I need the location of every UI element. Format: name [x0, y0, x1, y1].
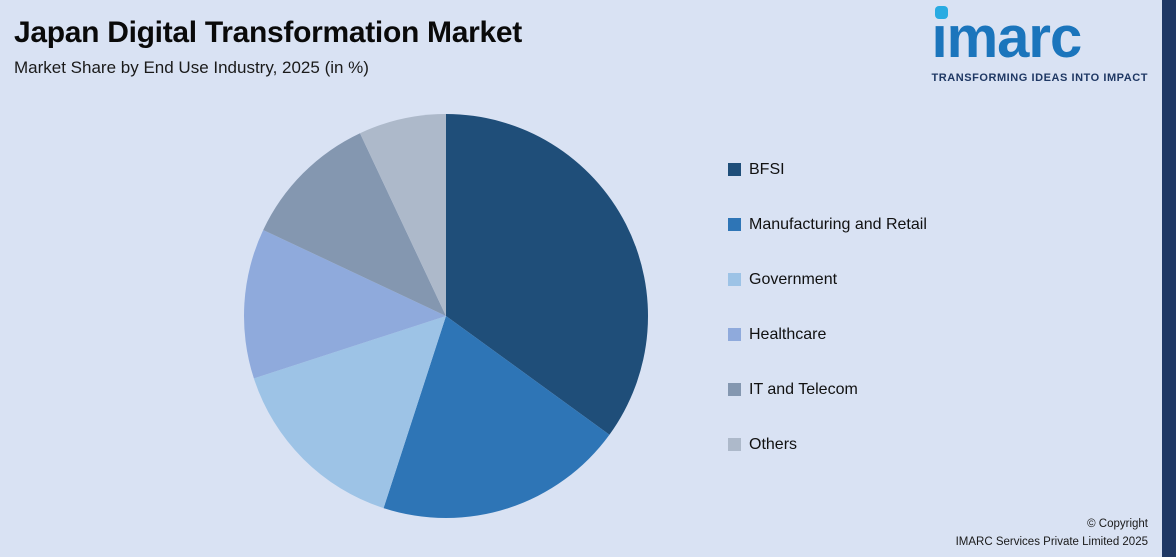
legend-item: Healthcare [728, 323, 927, 346]
header: Japan Digital Transformation Market Mark… [14, 16, 522, 78]
legend-label: Healthcare [749, 325, 827, 343]
legend-item: Manufacturing and Retail [728, 213, 927, 236]
pie-slice-manufacturing-and-retail [383, 316, 610, 519]
logo-i-dot-icon [935, 6, 949, 19]
logo-wordmark: ımarc [931, 5, 1082, 70]
pie-slice-it-and-telecom [263, 133, 446, 316]
legend-label: Manufacturing and Retail [749, 215, 927, 233]
legend-swatch-icon [728, 273, 741, 286]
copyright-line-2: IMARC Services Private Limited 2025 [955, 536, 1148, 549]
imarc-logo: ımarc TRANSFORMING IDEAS INTO IMPACT [931, 5, 1148, 84]
pie-slice-healthcare [243, 229, 446, 379]
copyright-line-1: © Copyright [1087, 518, 1148, 531]
legend-label: BFSI [749, 160, 785, 178]
imarc-logo-text: ımarc [931, 5, 1082, 70]
pie-chart [243, 113, 649, 519]
legend-label: Others [749, 435, 798, 453]
legend-swatch-icon [728, 163, 741, 176]
pie-slice-others [359, 113, 446, 317]
legend-item: Government [728, 268, 927, 291]
page-title: Japan Digital Transformation Market [14, 16, 522, 49]
legend-item: BFSI [728, 158, 927, 181]
legend-swatch-icon [728, 438, 741, 451]
copyright-notice: © Copyright IMARC Services Private Limit… [956, 516, 1148, 552]
legend-label: IT and Telecom [749, 380, 858, 398]
page-subtitle: Market Share by End Use Industry, 2025 (… [14, 57, 369, 77]
legend-swatch-icon [728, 328, 741, 341]
legend-label: Government [749, 270, 838, 288]
legend-swatch-icon [728, 383, 741, 396]
right-accent-bar [1162, 0, 1176, 557]
logo-tagline: TRANSFORMING IDEAS INTO IMPACT [931, 71, 1148, 84]
legend-item: IT and Telecom [728, 378, 927, 401]
pie-slice-bfsi [446, 113, 649, 435]
chart-legend: BFSI Manufacturing and Retail Government He… [728, 158, 927, 488]
pie-slice-government [253, 316, 446, 509]
legend-swatch-icon [728, 218, 741, 231]
legend-item: Others [728, 433, 927, 456]
